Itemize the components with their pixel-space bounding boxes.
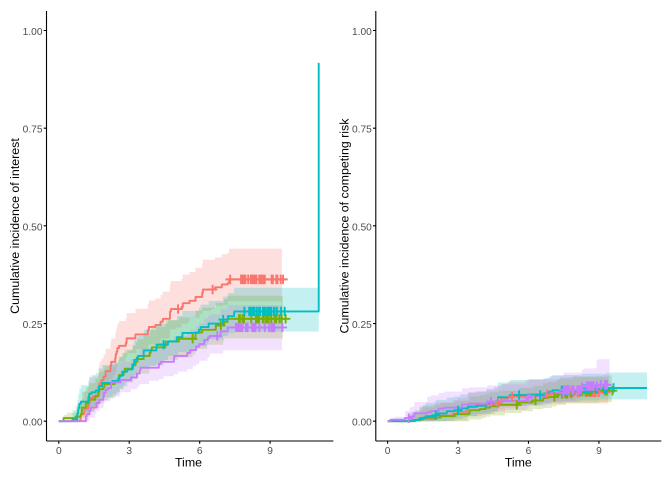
svg-text:Cumulative incidence of compet: Cumulative incidence of competing risk <box>337 118 351 334</box>
svg-text:1.00: 1.00 <box>23 27 43 38</box>
svg-text:0: 0 <box>385 446 391 457</box>
svg-text:Time: Time <box>175 455 202 469</box>
svg-text:1.00: 1.00 <box>352 27 372 38</box>
svg-text:0.00: 0.00 <box>352 418 372 429</box>
svg-text:9: 9 <box>596 446 602 457</box>
svg-text:3: 3 <box>455 446 461 457</box>
svg-text:6: 6 <box>526 446 532 457</box>
svg-text:0.75: 0.75 <box>352 125 372 136</box>
svg-text:0.25: 0.25 <box>352 320 372 331</box>
svg-text:0: 0 <box>56 446 62 457</box>
svg-text:0.50: 0.50 <box>352 222 372 233</box>
svg-text:0.00: 0.00 <box>23 418 43 429</box>
svg-text:3: 3 <box>126 446 132 457</box>
svg-text:9: 9 <box>267 446 273 457</box>
svg-text:6: 6 <box>197 446 203 457</box>
svg-text:Time: Time <box>505 455 532 469</box>
svg-text:0.50: 0.50 <box>23 222 43 233</box>
svg-text:0.25: 0.25 <box>23 320 43 331</box>
svg-text:0.75: 0.75 <box>23 125 43 136</box>
svg-text:Cumulative incidence of intere: Cumulative incidence of interest <box>8 138 22 314</box>
